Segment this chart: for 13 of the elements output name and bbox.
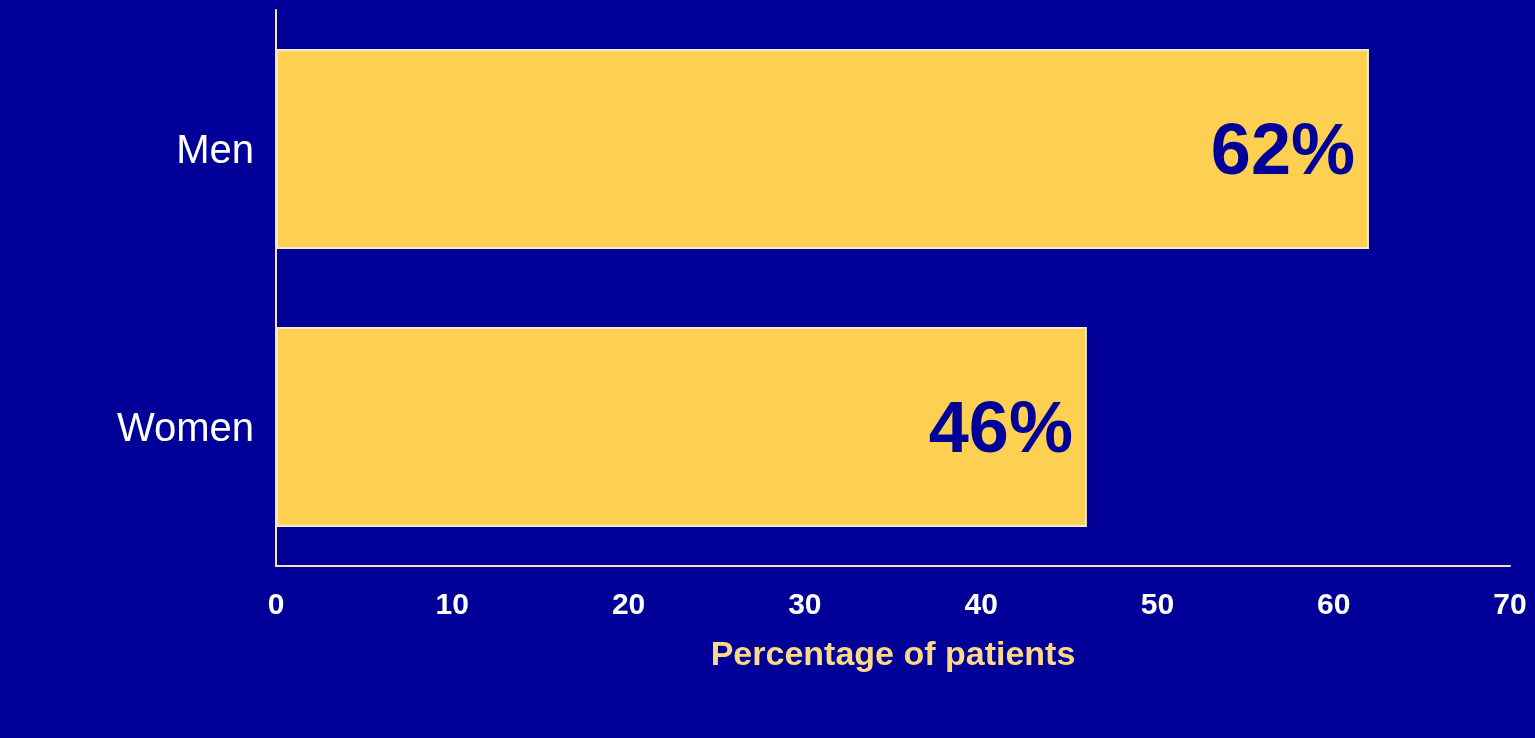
y-tick-label: Women bbox=[116, 405, 254, 449]
x-axis-title: Percentage of patients bbox=[710, 634, 1076, 672]
data-label: 46% bbox=[928, 387, 1073, 467]
x-tick-label: 30 bbox=[788, 586, 822, 620]
x-tick-label: 50 bbox=[1140, 586, 1175, 620]
data-label: 62% bbox=[1210, 109, 1355, 189]
x-tick-label: 60 bbox=[1317, 586, 1351, 620]
x-tick-label: 10 bbox=[435, 586, 469, 620]
x-tick-label: 20 bbox=[611, 586, 646, 620]
x-tick-label: 70 bbox=[1493, 586, 1527, 620]
x-tick-label: 40 bbox=[964, 586, 998, 620]
x-tick-label: 0 bbox=[267, 586, 285, 620]
y-tick-label: Men bbox=[176, 127, 254, 171]
